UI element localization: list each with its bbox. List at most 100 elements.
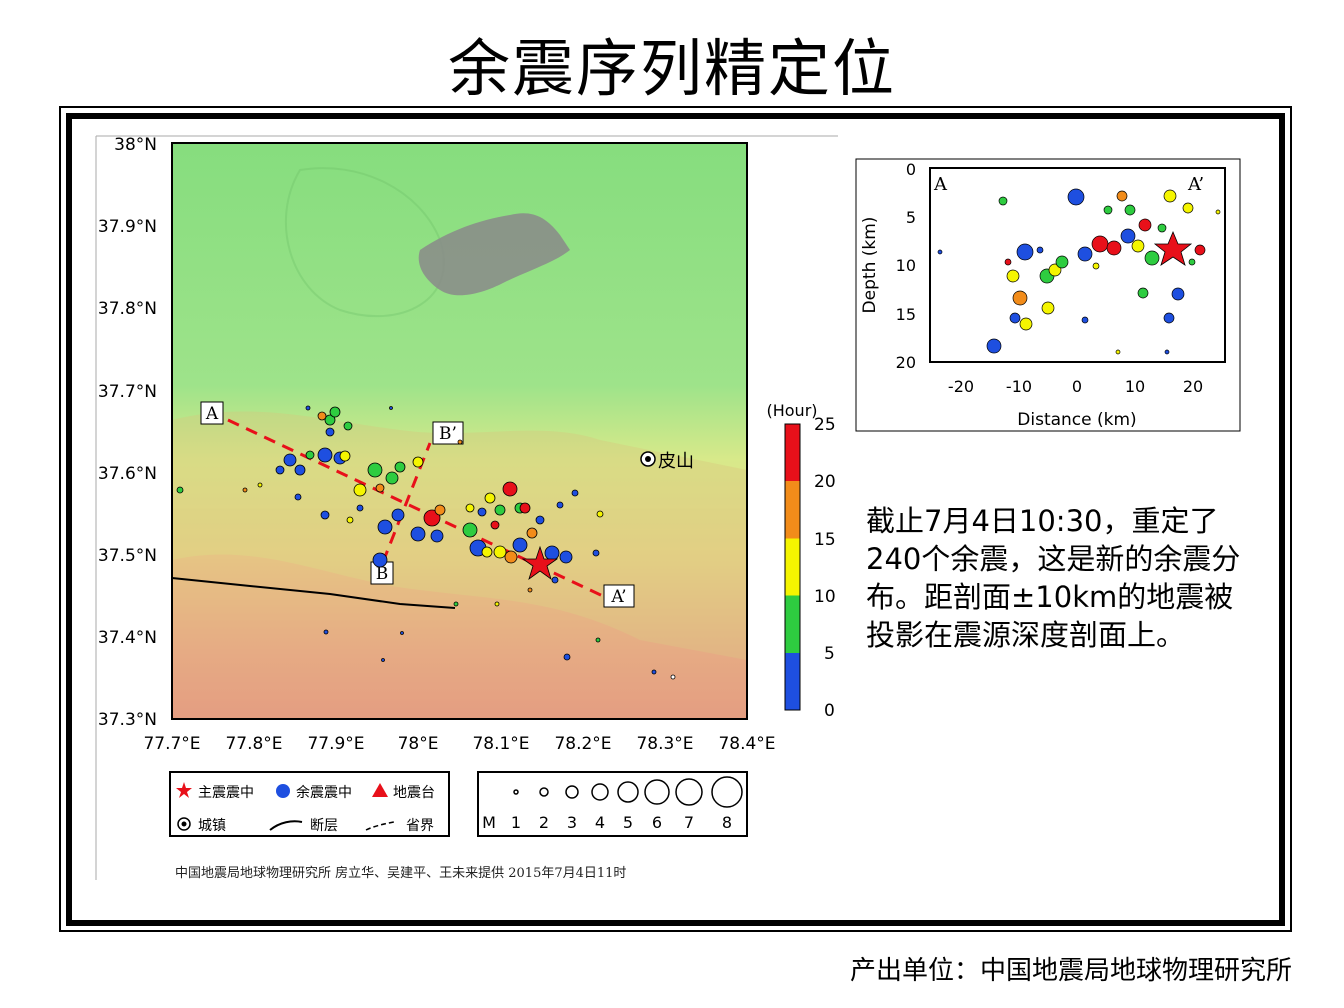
- hypocenter-point: [1077, 246, 1093, 262]
- hypocenter-point: [1182, 202, 1194, 214]
- hypocenter-point: [1067, 188, 1085, 206]
- hypocenter-point: [1137, 287, 1149, 299]
- depth-tick: 5: [906, 208, 916, 227]
- aftershock-point: [323, 629, 329, 635]
- hypocenter-point: [1188, 258, 1196, 266]
- aftershock-point: [305, 405, 311, 411]
- aftershock-point: [394, 461, 406, 473]
- legend-town: 城镇: [198, 818, 226, 834]
- lon-axis: 77.7°E 77.8°E 77.9°E 78°E 78.1°E 78.2°E …: [143, 734, 775, 754]
- aftershock-cluster: [176, 405, 676, 680]
- aftershock-point: [377, 519, 393, 535]
- aftershock-point: [329, 406, 341, 418]
- distance-tick: 0: [1072, 377, 1082, 396]
- hypocenter-point: [1019, 317, 1033, 331]
- magnitude-value: 6: [652, 813, 662, 832]
- lake-patch: [418, 213, 570, 296]
- aftershock-point: [519, 502, 531, 514]
- aftershock-point: [651, 669, 657, 675]
- aftershock-point: [389, 406, 393, 410]
- hypocenter-point: [1144, 250, 1160, 266]
- hypocenter-point: [1092, 262, 1100, 270]
- inner-frame: [66, 113, 1285, 926]
- lat-axis: 38°N 37.9°N 37.8°N 37.7°N 37.6°N 37.5°N …: [98, 135, 157, 730]
- aftershock-point: [412, 456, 424, 468]
- lon-tick-label: 78.1°E: [472, 734, 529, 754]
- colorbar-tick: 25: [814, 415, 836, 435]
- aftershock-point: [242, 487, 248, 493]
- profile-ylabel: Depth (km): [860, 217, 880, 314]
- hypocenter-point: [1081, 316, 1089, 324]
- aftershock-point: [367, 462, 383, 478]
- lat-tick-label: 38°N: [114, 135, 157, 155]
- aftershock-point: [493, 545, 507, 559]
- hypocenter-point: [1006, 269, 1020, 283]
- magnitude-value: 1: [511, 813, 521, 832]
- depth-tick: 0: [906, 160, 916, 179]
- aftershock-point: [465, 503, 475, 513]
- aftershock-point: [317, 411, 327, 421]
- aftershock-point: [434, 504, 446, 516]
- profile-label-a-prime: A’: [610, 587, 626, 607]
- colorbar-tick: 0: [824, 701, 835, 721]
- relief-shading: [172, 167, 747, 719]
- hypocenter-point: [1115, 349, 1121, 355]
- aftershock-point: [481, 546, 493, 558]
- hypocenter-point: [937, 249, 943, 255]
- legend-star-icon: [176, 782, 192, 798]
- aftershock-point: [595, 637, 601, 643]
- lat-tick-label: 37.8°N: [98, 299, 157, 319]
- aftershock-point: [381, 658, 385, 662]
- description-text: 截止7月4日10:30，重定了240个余震，这是新的余震分布。距剖面±10km的…: [866, 504, 1241, 652]
- hypocenter-point: [1004, 258, 1012, 266]
- hypocenter-point: [1116, 190, 1128, 202]
- hypocenter-point: [1157, 223, 1167, 233]
- hypocenter-point: [1215, 209, 1221, 215]
- aftershock-point: [512, 537, 528, 553]
- magnitude-label: M: [482, 813, 496, 832]
- aftershock-point: [353, 483, 367, 497]
- time-colorbar: (Hour) 25 20 15 10 5 0: [766, 401, 835, 721]
- profile-hypocenters: [937, 188, 1221, 355]
- lon-tick-label: 78.3°E: [636, 734, 693, 754]
- hypocenter-point: [998, 196, 1008, 206]
- legend-border-icon: [365, 821, 395, 831]
- lat-tick-label: 37.5°N: [98, 546, 157, 566]
- aftershock-point: [551, 576, 559, 584]
- depth-tick: 15: [896, 305, 916, 324]
- lon-tick-label: 78.2°E: [554, 734, 611, 754]
- aftershock-point: [343, 421, 353, 431]
- lon-tick-label: 77.9°E: [307, 734, 364, 754]
- legend-fault-icon: [269, 820, 303, 831]
- magnitude-value: 3: [567, 813, 577, 832]
- lon-tick-label: 78°E: [398, 734, 439, 754]
- mainshock-star: [521, 545, 559, 581]
- aftershock-point: [596, 510, 604, 518]
- aftershock-point: [544, 545, 560, 561]
- legend-aftershock-icon: [276, 784, 290, 798]
- symbol-legend: 主震震中 余震震中 地震台 城镇 断层 省界: [169, 771, 450, 837]
- depth-profile: A A’ 0 5 10 15 20 -20 -10 0 10 20 Distan…: [855, 158, 1241, 432]
- profile-corner-a: A: [933, 174, 948, 195]
- aftershock-point: [275, 465, 285, 475]
- aftershock-point: [385, 471, 399, 485]
- lat-tick-label: 37.3°N: [98, 710, 157, 730]
- aftershock-point: [563, 653, 571, 661]
- aftershock-point: [391, 508, 405, 522]
- aftershock-point: [453, 601, 459, 607]
- profile-label-b-prime: B’: [439, 424, 457, 444]
- aftershock-point: [559, 550, 573, 564]
- colorbar-tick: 10: [814, 587, 836, 607]
- profile-label-b: B: [376, 564, 389, 584]
- hypocenter-point: [1124, 204, 1136, 216]
- credit-text: 中国地震局地球物理研究所 房立华、吴建平、王未来提供 2015年7月4日11时: [175, 866, 627, 881]
- depth-tick: 10: [896, 256, 916, 275]
- hypocenter-point: [1041, 301, 1055, 315]
- aftershock-point: [490, 520, 500, 530]
- hypocenter-point: [1131, 239, 1145, 253]
- town-pishan: 皮山: [640, 451, 694, 472]
- aftershock-point: [670, 674, 676, 680]
- hypocenter-point: [1048, 263, 1062, 277]
- hypocenter-point: [1120, 228, 1136, 244]
- colorbar-unit: (Hour): [766, 401, 817, 420]
